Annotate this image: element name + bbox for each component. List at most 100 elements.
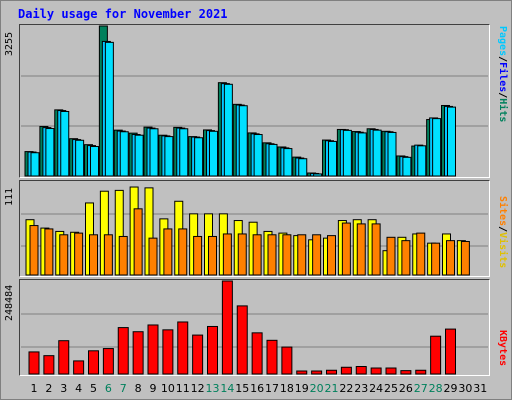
- day-label: 18: [279, 382, 294, 395]
- sites-bar: [401, 240, 411, 276]
- kbytes-bar: [73, 360, 85, 375]
- sites-bar: [297, 234, 307, 276]
- pages-bar: [194, 137, 204, 177]
- pages-bar: [238, 105, 248, 177]
- sites-bar: [208, 235, 217, 276]
- sites-bar: [431, 242, 441, 276]
- legend-visits: Visits: [497, 232, 508, 269]
- kbytes-bar: [147, 324, 159, 375]
- kbytes-bar: [132, 331, 144, 375]
- kbytes-bar: [281, 346, 293, 375]
- pages-bar: [45, 128, 55, 177]
- pages-bar: [209, 130, 218, 177]
- sites-bar: [371, 223, 381, 276]
- kbytes-bar: [28, 351, 40, 375]
- sites-bar: [178, 228, 188, 276]
- sites-bar: [29, 225, 39, 276]
- pages-bar: [253, 134, 263, 177]
- day-label: 21: [324, 382, 339, 395]
- pages-bar: [283, 148, 293, 177]
- kbytes-bar: [355, 366, 367, 375]
- kbytes-bar: [385, 367, 397, 375]
- legend-files: Files: [497, 62, 508, 93]
- sites-bar: [460, 240, 470, 276]
- day-label: 6: [104, 382, 112, 395]
- sites-bar: [193, 235, 203, 276]
- kbytes-bar: [162, 329, 174, 375]
- sites-bar: [44, 228, 54, 276]
- kbytes-bar: [58, 340, 70, 375]
- sites-bar: [59, 234, 69, 276]
- hits-files-pages-legend: Pages/Files/Hits: [494, 26, 508, 122]
- day-label: 25: [384, 382, 398, 395]
- day-label: 8: [134, 382, 142, 395]
- legend-pages: Pages: [497, 26, 508, 57]
- kbytes-bar: [266, 339, 278, 375]
- day-label: 24: [369, 382, 384, 395]
- sites-bar: [163, 228, 173, 276]
- pages-bar: [149, 128, 159, 177]
- pages-bar: [179, 128, 189, 177]
- pages-bar: [164, 136, 174, 177]
- day-label: 28: [428, 382, 443, 395]
- pages-bar: [75, 139, 85, 177]
- legend-separator: /: [497, 92, 508, 99]
- sites-bar: [386, 236, 396, 276]
- pages-bar: [119, 131, 129, 177]
- sites-bar: [327, 235, 336, 276]
- day-label: 30: [458, 382, 473, 395]
- day-label: 16: [250, 382, 265, 395]
- legend-separator: /: [497, 226, 508, 233]
- sites-bar: [446, 240, 455, 276]
- sites-bar: [356, 223, 366, 276]
- day-label: 19: [294, 382, 309, 395]
- kbytes-bar: [43, 355, 55, 375]
- pages-bar: [30, 152, 40, 177]
- pages-bar: [268, 143, 278, 177]
- kbytes-bar: [192, 334, 204, 375]
- pages-bar: [104, 41, 114, 177]
- legend-hits: Hits: [497, 98, 508, 123]
- sites-bar: [74, 232, 84, 276]
- sites-bar: [341, 222, 351, 276]
- pages-bar: [417, 145, 427, 177]
- pages-bar: [223, 83, 233, 177]
- day-label: 4: [75, 382, 83, 395]
- kbytes-bar: [326, 369, 337, 375]
- day-label: 22: [339, 382, 354, 395]
- kbytes-bar: [370, 367, 382, 375]
- day-label: 1: [30, 382, 38, 395]
- sites-bar: [222, 233, 232, 276]
- sites-bar: [416, 232, 426, 276]
- sites-bar: [282, 234, 292, 276]
- pages-bar: [328, 140, 337, 177]
- pages-bar: [298, 158, 308, 177]
- legend-kbytes: KBytes: [497, 330, 508, 367]
- kbytes-bar: [430, 335, 442, 375]
- day-label: 20: [309, 382, 324, 395]
- kbytes-bar: [207, 325, 218, 375]
- kbytes-bar: [296, 370, 308, 375]
- day-label: 9: [149, 382, 157, 395]
- pages-bar: [342, 129, 352, 177]
- kbytes-bar: [251, 332, 263, 375]
- kbytes-bar: [311, 370, 323, 375]
- sites-bar: [312, 234, 322, 276]
- day-label: 29: [443, 382, 458, 395]
- day-label: 15: [235, 382, 250, 395]
- visits-sites-legend: Sites/Visits: [494, 196, 508, 268]
- day-label: 17: [265, 382, 279, 395]
- kbytes-bar: [445, 328, 456, 375]
- kbytes-bar: [415, 369, 427, 375]
- day-label: 5: [90, 382, 97, 395]
- sites-bar: [252, 234, 262, 276]
- day-label: 13: [205, 382, 220, 395]
- sites-bar: [118, 235, 128, 276]
- kbytes-bar: [400, 370, 412, 375]
- day-label: 23: [354, 382, 369, 395]
- kbytes-bar: [88, 350, 99, 375]
- kbytes-bar: [340, 366, 352, 375]
- chart-title: Daily usage for November 2021: [18, 7, 228, 21]
- kbytes-bar: [177, 321, 189, 375]
- sites-bar: [148, 237, 158, 276]
